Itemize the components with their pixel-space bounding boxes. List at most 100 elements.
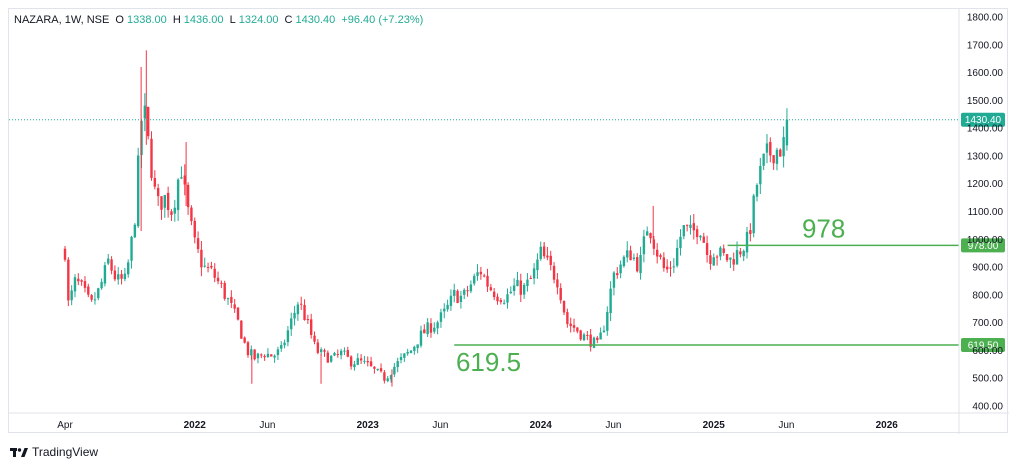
candle-body [482,275,486,277]
candle-body [436,322,439,329]
y-tick-label: 1700.00 [967,40,1004,51]
candle-body [586,334,589,336]
candle-body [642,236,646,255]
candle-body [602,330,606,333]
close-label: C [284,14,293,26]
x-tick-label: Jun [778,420,794,431]
candle-body [702,236,705,243]
candle-body [213,268,216,278]
candle-body [785,119,789,146]
candle-body [160,196,163,210]
candle-body [449,295,453,306]
y-tick-label: 1000.00 [967,235,1004,246]
candle-body [562,300,566,313]
candle-body [246,342,250,356]
level-annotation: 978 [802,213,845,243]
level-annotation: 619.5 [456,347,521,377]
candle-body [216,277,220,282]
candle-body [290,318,293,330]
candle-body [755,184,759,197]
candle-body [715,256,719,258]
candle-body [502,302,506,304]
candle-body [566,312,569,324]
y-tick-label: 900.00 [972,263,1003,274]
candle-body [349,356,353,367]
candle-body [529,278,532,280]
candle-body [117,274,120,280]
candle-body [725,254,729,261]
candle-body [559,288,562,301]
candle-body [466,290,469,292]
footer[interactable]: TradingView [10,444,98,460]
candle-body [772,155,775,164]
candle-body [77,278,80,282]
candle-body [226,298,230,300]
candle-body [339,350,343,356]
candle-body [326,352,330,363]
tradingview-logo-icon[interactable] [10,446,28,458]
candle-body [619,264,622,274]
candle-body [206,266,210,268]
candle-body [735,250,739,265]
candle-body [243,337,246,343]
candle-body [509,291,513,294]
candle-body [569,323,572,327]
candle-body [459,295,463,302]
candle-body [306,319,310,321]
candle-body [230,296,233,303]
candle-body [369,361,373,367]
candle-body [113,270,117,280]
y-tick-label: 1100.00 [968,207,1004,218]
tradingview-brand[interactable]: TradingView [32,445,99,459]
candle-body [90,295,93,300]
candle-body [506,294,509,303]
candle-body [150,138,153,178]
candle-body [616,273,619,276]
y-tick-label: 1500.00 [967,96,1004,107]
candle-body [409,350,413,353]
candle-body [692,223,695,231]
x-tick-label: 2023 [357,420,380,431]
level-price-tag [961,238,1005,253]
candle-body [186,184,190,208]
candle-body [512,285,516,291]
candle-body [316,342,320,353]
candle-body [526,279,529,286]
candle-body [220,282,223,284]
candle-body [396,361,399,368]
level-price-tag [961,338,1005,353]
candle-body [200,249,203,268]
candle-body [752,195,755,234]
candle-body [476,272,479,276]
candle-body [732,259,735,265]
high-label: H [172,14,181,26]
candle-body [180,177,183,179]
candle-body [419,330,423,346]
price-chart[interactable]: 1430.40 978.00 978 619.50 619.5 1800.00 1700.… [9,9,1009,434]
candle-body [333,352,336,356]
candle-body [572,325,576,328]
y-tick-label: 1600.00 [967,68,1004,79]
candle-body [393,366,396,375]
x-tick-label: 2026 [876,420,899,431]
x-tick-label: 2024 [530,420,553,431]
change-value: +96.40 (+7.23%) [341,14,424,26]
candle-body [386,378,389,382]
candle-body [705,243,709,255]
chart-frame[interactable]: 1430.40 978.00 978 619.50 619.5 1800.00 1700.… [8,8,1009,434]
candle-body [539,246,542,259]
candle-body [336,354,340,356]
candle-body [303,304,306,320]
candle-body [273,355,276,358]
candle-body [83,281,87,288]
candle-body [699,235,702,238]
candle-body [689,224,692,228]
candle-body [173,207,176,214]
open-value: 1338.00 [126,14,167,26]
low-label: L [229,14,236,26]
candle-body [309,319,313,336]
y-axis: 1800.00 1700.00 1600.00 1500.00 1400.00 1300.… [958,9,1004,434]
candle-body [636,257,639,272]
candle-body [63,248,67,260]
candle-body [473,276,476,284]
